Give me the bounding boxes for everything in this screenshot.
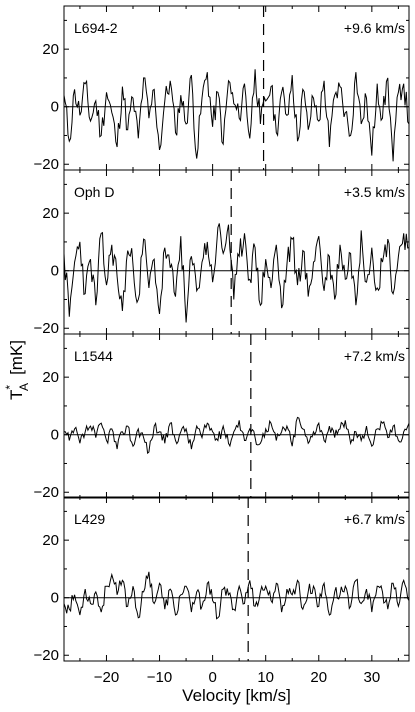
y-tick-label: 0	[51, 590, 59, 607]
velocity-label: +9.6 km/s	[344, 20, 405, 36]
velocity-label: +6.7 km/s	[344, 511, 405, 527]
y-axis-label: T*A[mK]	[3, 340, 31, 400]
source-name: L694-2	[74, 20, 118, 36]
y-tick-label: −20	[34, 484, 59, 501]
spectrum-line	[63, 69, 410, 162]
panel-0: −20 0 20 L694-2 +9.6 km/s	[34, 5, 410, 173]
y-tick-label: 20	[42, 369, 59, 386]
source-name: L1544	[74, 348, 113, 364]
y-tick-label: 0	[51, 427, 59, 444]
panel-frame	[63, 333, 410, 499]
panel-1: −20 0 20 Oph D +3.5 km/s	[34, 169, 410, 337]
velocity-label: +7.2 km/s	[344, 348, 405, 364]
source-name: L429	[74, 511, 105, 527]
x-tick-label: 10	[257, 669, 274, 686]
y-tick-label: −20	[34, 320, 59, 337]
spectrum-line	[63, 571, 410, 620]
spectrum-line	[63, 223, 410, 323]
y-tick-label: 20	[42, 41, 59, 58]
panel-frame	[63, 496, 410, 662]
y-tick-label: 0	[51, 263, 59, 280]
x-tick-label: 20	[310, 669, 327, 686]
x-axis-label: Velocity [km/s]	[182, 686, 291, 705]
source-name: Oph D	[74, 184, 114, 200]
y-tick-label: −20	[34, 156, 59, 173]
panel-3: −20 0 20 L429 +6.7 km/s	[34, 496, 410, 664]
y-tick-label: 0	[51, 99, 59, 116]
velocity-label: +3.5 km/s	[344, 184, 405, 200]
x-tick-label: −20	[94, 669, 119, 686]
spectrum-line	[64, 416, 410, 455]
y-tick-label: 20	[42, 532, 59, 549]
y-tick-label: 20	[42, 205, 59, 222]
x-tick-label: −10	[147, 669, 172, 686]
y-tick-label: −20	[34, 647, 59, 664]
x-tick-label: 0	[208, 669, 216, 686]
x-tick-label: 30	[364, 669, 381, 686]
panel-2: −20 0 20 L1544 +7.2 km/s	[34, 333, 410, 501]
